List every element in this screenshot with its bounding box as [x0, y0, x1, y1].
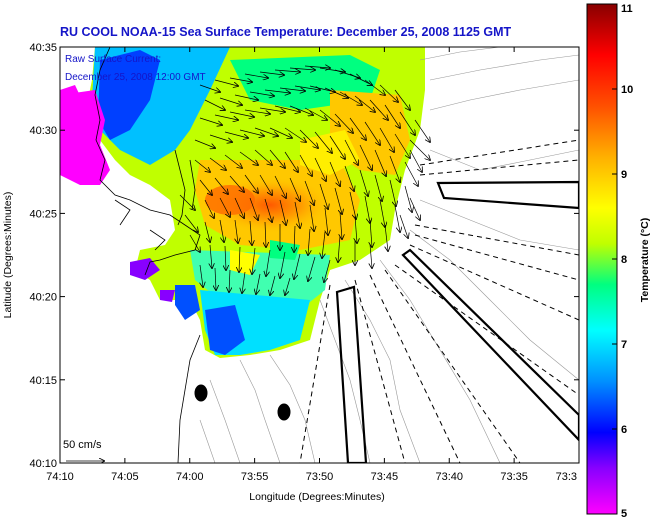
colorbar-ticks: 5 6 7 8 9 10 11	[612, 3, 633, 519]
y-axis-ticks: 40:35 40:30 40:25 40:20 40:15 40:10	[29, 42, 579, 470]
map-plot-area: Raw Surface Current: December 25, 2008 1…	[60, 47, 579, 463]
y-axis-label: Latitude (Degrees:Minutes)	[2, 192, 14, 319]
x-tick-label: 74:10	[46, 471, 74, 483]
surface-current-vectors	[179, 66, 430, 295]
station-marker	[277, 403, 291, 421]
y-tick-label: 40:15	[29, 375, 57, 387]
colorbar-label: Temperature (°C)	[639, 218, 651, 303]
map-title: RU COOL NOAA-15 Sea Surface Temperature:…	[60, 25, 511, 39]
y-tick-label: 40:20	[29, 292, 57, 304]
colorbar-tick-label: 7	[621, 339, 627, 351]
scale-label: 50 cm/s	[63, 439, 102, 451]
y-tick-label: 40:25	[29, 208, 57, 220]
coastline	[94, 47, 201, 463]
x-axis-label: Longitude (Degrees:Minutes)	[249, 491, 384, 503]
current-annotation-line2: December 25, 2008 12:00 GMT	[65, 72, 206, 83]
colorbar: 5 6 7 8 9 10 11 Temperature (°C)	[586, 3, 651, 519]
station-markers	[194, 384, 291, 421]
y-tick-label: 40:35	[29, 42, 57, 54]
x-tick-label: 73:55	[241, 471, 269, 483]
y-tick-label: 40:30	[29, 125, 57, 137]
radial-dashed-lines	[299, 139, 579, 463]
colorbar-tick-label: 11	[621, 3, 633, 15]
radar-sector-outlines	[335, 180, 579, 463]
x-tick-label: 73:35	[500, 471, 528, 483]
x-tick-label: 74:00	[176, 471, 204, 483]
colorbar-tick-label: 6	[621, 424, 627, 436]
y-tick-label: 40:10	[29, 458, 57, 470]
x-tick-label: 73:45	[371, 471, 399, 483]
station-marker	[194, 384, 208, 402]
colorbar-tick-label: 9	[621, 169, 627, 181]
colorbar-tick-label: 8	[621, 254, 627, 266]
bathymetry-contours	[199, 47, 579, 463]
x-axis-ticks: 74:10 74:05 74:00 73:55 73:50 73:45 73:40 73:35…	[46, 47, 580, 483]
scale-vector: 50 cm/s	[63, 439, 104, 461]
colorbar-tick-label: 10	[621, 84, 633, 96]
colorbar-tick-label: 5	[621, 508, 627, 519]
x-tick-label: 74:05	[111, 471, 139, 483]
x-tick-label: 73:3	[556, 471, 577, 483]
x-tick-label: 73:50	[306, 471, 334, 483]
x-tick-label: 73:40	[435, 471, 463, 483]
current-annotation-line1: Raw Surface Current:	[65, 54, 161, 65]
